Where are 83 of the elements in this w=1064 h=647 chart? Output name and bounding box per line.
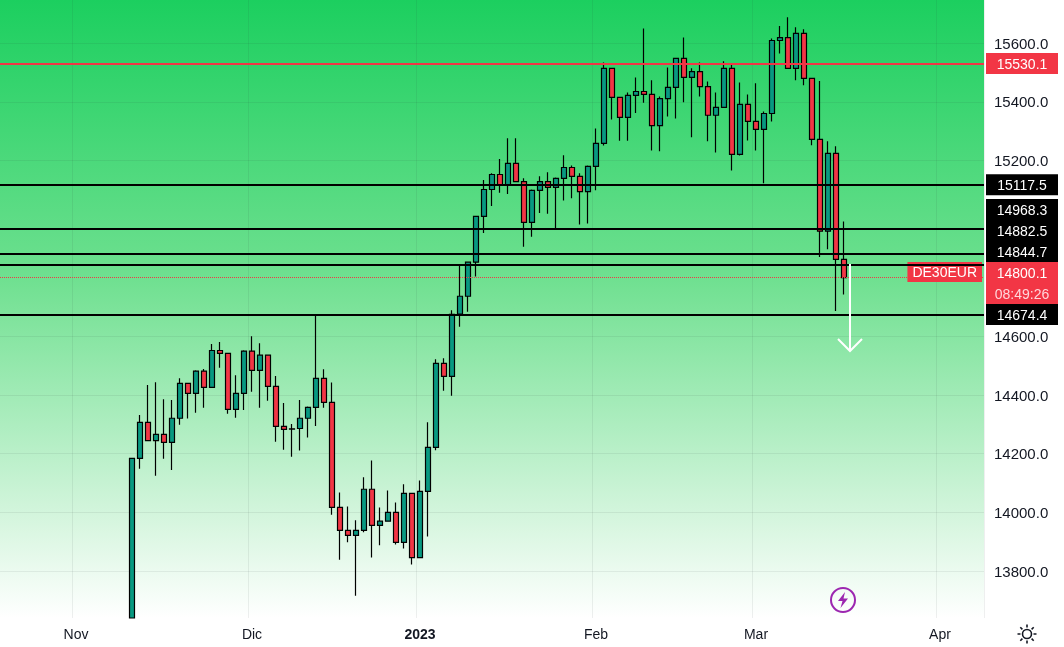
y-tick-label: 15400.0 (994, 93, 1049, 111)
candlestick (152, 381, 160, 477)
candlestick (336, 491, 344, 561)
y-tick-label: 14600.0 (994, 327, 1049, 345)
ref-line-label: 14844.7 (996, 243, 1048, 260)
candlestick (224, 352, 232, 415)
candlestick (712, 91, 720, 154)
ref-line-label: 14674.4 (996, 306, 1048, 323)
candlestick (720, 60, 728, 108)
candlestick (128, 457, 136, 619)
candlestick (368, 459, 376, 559)
y-tick-label: 13800.0 (994, 562, 1049, 580)
y-tick-label: 14200.0 (994, 445, 1049, 463)
x-tick-label: Feb (583, 626, 609, 642)
x-tick-label: Dic (241, 626, 263, 642)
candlestick (360, 476, 368, 533)
candlestick (424, 421, 432, 538)
ref-line-label: 14800.1 (996, 264, 1048, 281)
candlestick (232, 374, 240, 419)
ref-line-label: 15117.5 (997, 176, 1047, 193)
candlestick (248, 335, 256, 393)
candlestick (664, 66, 672, 118)
candlestick (344, 505, 352, 543)
candlestick (648, 79, 656, 152)
candlestick (400, 483, 408, 550)
candlestick (352, 519, 360, 597)
candlestick (272, 375, 280, 443)
annotation: DE30EUR (912, 264, 978, 281)
candlestick (176, 377, 184, 426)
candlestick (704, 80, 712, 142)
candlestick (240, 349, 248, 411)
candlestick (328, 381, 336, 516)
candlestick (192, 369, 200, 414)
candlestick (776, 25, 784, 54)
candlestick (672, 57, 680, 120)
candlestick (376, 506, 384, 546)
candlestick (744, 93, 752, 142)
candlestick (792, 26, 800, 81)
ref-line-label: 15530.1 (996, 55, 1048, 72)
y-tick-label: 14000.0 (994, 503, 1049, 521)
candlestick (624, 91, 632, 142)
text: 08:49:26 (994, 285, 1050, 302)
candlestick (600, 61, 608, 147)
candlestick (216, 341, 224, 369)
candlestick (320, 368, 328, 409)
candlestick (632, 76, 640, 114)
candlestick (808, 77, 816, 146)
candlestick (200, 368, 208, 409)
x-tick-label: Apr (929, 626, 952, 642)
candlestick (256, 342, 264, 409)
x-tick-label: Nov (63, 626, 89, 642)
candlestick (392, 501, 400, 545)
candlestick (752, 82, 760, 152)
candlestick (408, 492, 416, 566)
candlestick (736, 81, 744, 157)
candlestick (432, 358, 440, 451)
candlestick (512, 137, 520, 183)
candlestick (136, 414, 144, 470)
candlestick (264, 354, 272, 402)
candlestick (144, 384, 152, 442)
candlestick (296, 399, 304, 452)
candlestick (688, 67, 696, 138)
candlestick (616, 96, 624, 142)
candlestick (416, 479, 424, 559)
candlestick (184, 382, 192, 420)
candlestick (160, 398, 168, 460)
candlestick (656, 95, 664, 152)
x-tick-label: Mar (743, 626, 769, 642)
y-tick-label: 14400.0 (994, 386, 1049, 404)
y-tick-label: 15600.0 (994, 34, 1049, 52)
candlestick (168, 399, 176, 471)
x-tick-label: 2023 (404, 626, 436, 642)
ref-line-label: 14968.3 (996, 201, 1048, 218)
candlestick (384, 489, 392, 522)
candlestick (768, 37, 776, 123)
candlestick (440, 357, 448, 392)
candlestick (304, 405, 312, 439)
y-tick-label: 15200.0 (994, 151, 1049, 169)
ref-line-label: 14882.5 (996, 222, 1048, 239)
candlestick (608, 67, 616, 120)
candlestick (288, 423, 296, 458)
candlestick (208, 343, 216, 389)
candlestick (280, 402, 288, 451)
